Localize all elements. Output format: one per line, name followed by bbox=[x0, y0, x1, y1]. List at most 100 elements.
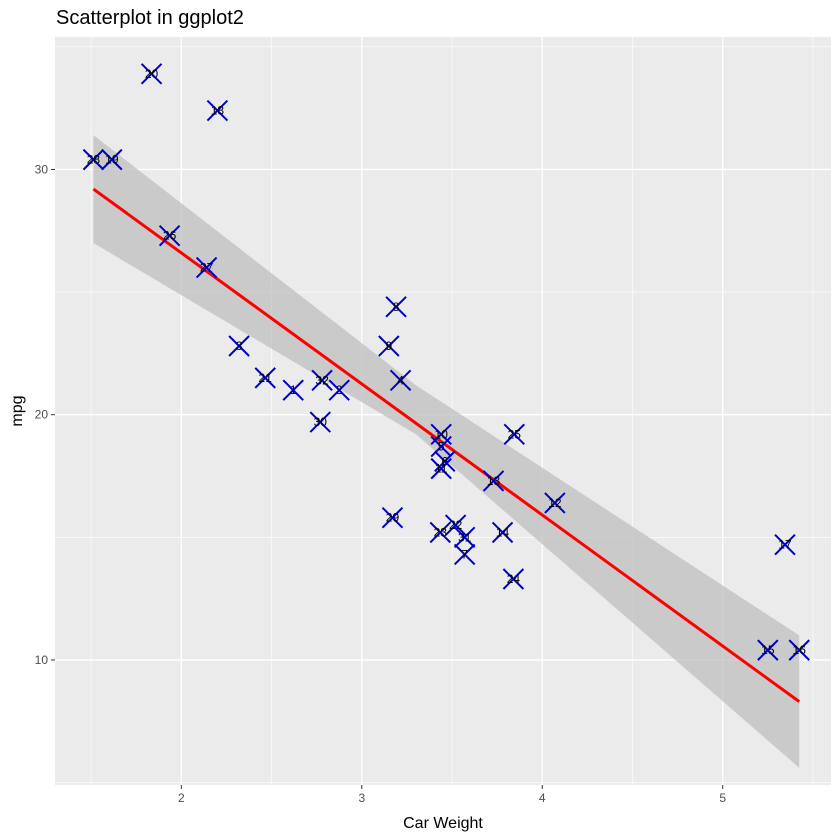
x-marker bbox=[309, 411, 331, 433]
point-label: 3 bbox=[236, 339, 243, 353]
point-label: 19 bbox=[105, 153, 119, 167]
point-label: 18 bbox=[211, 104, 225, 118]
point-label: 13 bbox=[487, 474, 501, 488]
point-label: 24 bbox=[507, 572, 521, 586]
x-tick-label: 2 bbox=[178, 791, 185, 805]
point-label: 21 bbox=[259, 371, 273, 385]
point-label: 29 bbox=[386, 511, 400, 525]
data-point: 31 bbox=[453, 526, 476, 549]
x-marker bbox=[434, 450, 456, 472]
x-marker bbox=[328, 379, 350, 401]
data-point: 28 bbox=[82, 148, 105, 171]
point-label: 11 bbox=[435, 462, 448, 476]
data-point: 4 bbox=[389, 369, 412, 392]
point-label: 27 bbox=[200, 261, 214, 275]
point-label: 8 bbox=[393, 300, 400, 314]
point-label: 6 bbox=[441, 454, 448, 468]
data-point: 26 bbox=[158, 224, 181, 247]
point-label: 17 bbox=[778, 538, 792, 552]
y-tick-label: 10 bbox=[35, 653, 49, 667]
x-tick-label: 5 bbox=[719, 791, 726, 805]
data-point: 2 bbox=[328, 379, 350, 401]
point-label: 25 bbox=[508, 427, 522, 441]
x-marker bbox=[381, 506, 404, 529]
data-point: 11 bbox=[430, 457, 452, 480]
point-label: 4 bbox=[397, 373, 404, 387]
data-point: 6 bbox=[434, 450, 456, 472]
data-point: 22 bbox=[444, 514, 467, 536]
y-axis-title: mpg bbox=[9, 395, 26, 426]
point-label: 5 bbox=[438, 440, 445, 454]
x-marker bbox=[774, 533, 796, 556]
regression-line-group bbox=[92, 187, 801, 703]
data-point: 20 bbox=[140, 63, 163, 85]
point-label: 12 bbox=[548, 496, 562, 510]
x-tick-label: 4 bbox=[539, 791, 546, 805]
x-marker bbox=[378, 335, 400, 357]
y-tick-label: 30 bbox=[35, 162, 49, 176]
y-tick-label: 20 bbox=[35, 408, 49, 422]
data-point: 12 bbox=[544, 492, 566, 514]
x-marker bbox=[430, 457, 452, 480]
x-marker bbox=[429, 521, 452, 544]
point-label: 31 bbox=[458, 530, 472, 544]
data-point: 21 bbox=[254, 367, 276, 389]
x-marker bbox=[491, 521, 514, 544]
chart-title: Scatterplot in ggplot2 bbox=[56, 7, 244, 29]
x-marker bbox=[254, 367, 276, 389]
point-label: 15 bbox=[761, 643, 775, 657]
x-marker bbox=[282, 379, 304, 401]
data-point: 29 bbox=[381, 506, 404, 529]
data-point: 1 bbox=[282, 379, 304, 401]
x-marker bbox=[788, 639, 810, 661]
x-marker bbox=[482, 470, 505, 492]
data-point: 17 bbox=[774, 533, 796, 556]
point-label: 16 bbox=[793, 643, 807, 657]
data-point: 14 bbox=[491, 521, 514, 544]
data-point: 7 bbox=[453, 543, 476, 566]
x-marker bbox=[195, 256, 218, 279]
data-point: 9 bbox=[378, 335, 400, 357]
data-point: 15 bbox=[757, 639, 779, 661]
point-label: 9 bbox=[386, 339, 393, 353]
data-point: 27 bbox=[195, 256, 218, 279]
x-marker bbox=[385, 296, 407, 318]
data-point: 10 bbox=[430, 423, 452, 446]
data-point: 19 bbox=[101, 148, 123, 171]
y-axis: 10 20 30 bbox=[35, 162, 55, 667]
point-label: 26 bbox=[163, 229, 177, 243]
point-label: 2 bbox=[336, 383, 343, 397]
x-marker bbox=[311, 369, 333, 392]
x-marker bbox=[503, 423, 525, 446]
x-marker bbox=[158, 224, 181, 247]
x-marker bbox=[82, 148, 105, 171]
point-label: 28 bbox=[87, 153, 101, 167]
point-label: 10 bbox=[435, 427, 449, 441]
x-marker bbox=[228, 335, 250, 357]
data-point: 24 bbox=[502, 568, 525, 590]
x-marker bbox=[453, 543, 476, 566]
point-label: 32 bbox=[315, 373, 329, 387]
data-point: 3 bbox=[228, 335, 250, 357]
x-marker bbox=[502, 568, 525, 590]
x-marker bbox=[101, 148, 123, 171]
x-marker bbox=[206, 99, 229, 122]
x-marker bbox=[544, 492, 566, 514]
regression-line bbox=[92, 187, 801, 703]
data-point: 8 bbox=[385, 296, 407, 318]
data-point: 30 bbox=[309, 411, 331, 433]
x-axis-title: Car Weight bbox=[403, 815, 483, 832]
point-label: 20 bbox=[145, 67, 159, 81]
data-point: 32 bbox=[311, 369, 333, 392]
point-label: 7 bbox=[461, 547, 468, 561]
point-label: 22 bbox=[449, 518, 463, 532]
x-marker bbox=[444, 514, 467, 536]
data-point: 23 bbox=[429, 521, 452, 544]
point-label: 14 bbox=[496, 525, 510, 539]
data-point: 13 bbox=[482, 470, 505, 492]
x-marker bbox=[757, 639, 779, 661]
x-marker bbox=[430, 423, 452, 446]
